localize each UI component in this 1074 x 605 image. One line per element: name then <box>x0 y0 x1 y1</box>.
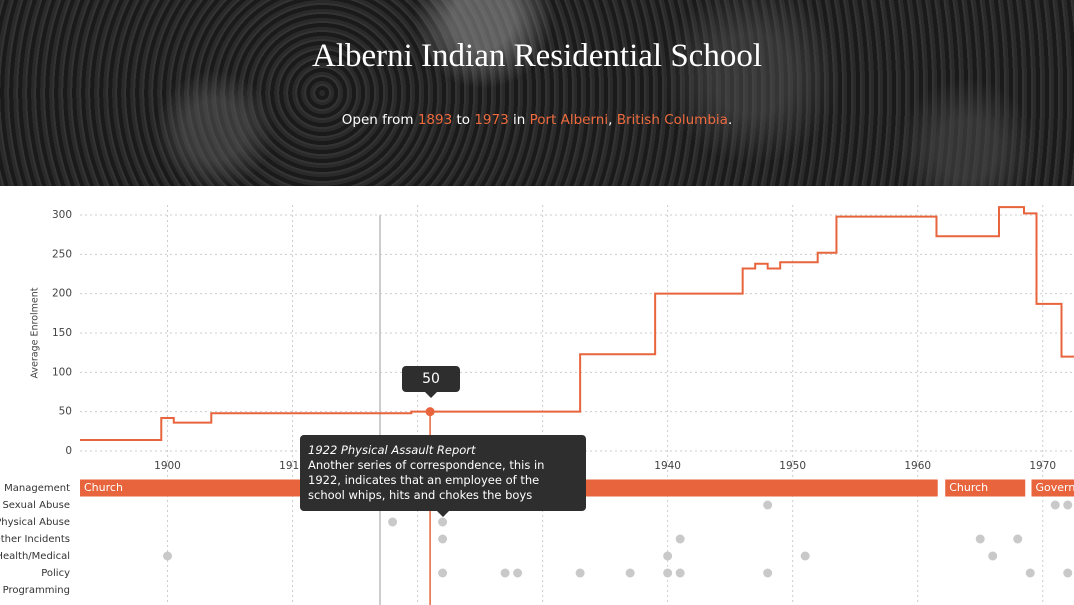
event-dot <box>800 551 810 561</box>
bar-label: Government <box>1035 481 1074 494</box>
subtitle-part: Open from <box>341 112 418 128</box>
annotation-text: Another series of correspondence, this i… <box>308 458 545 502</box>
event-dot <box>1050 500 1060 510</box>
event-dot <box>988 551 998 561</box>
y-tick-label: 100 <box>52 366 72 378</box>
event-dot <box>575 568 585 578</box>
subtitle-part: , <box>608 112 617 128</box>
row-label: Sexual Abuse <box>2 500 70 511</box>
y-axis-label: Average Enrolment <box>30 287 41 378</box>
subtitle-part: 1893 <box>417 112 453 128</box>
event-dot <box>975 534 985 544</box>
subtitle-part: 1973 <box>474 112 509 128</box>
event-dot <box>438 568 448 578</box>
event-dot <box>1013 534 1023 544</box>
row-label: Other Incidents <box>0 534 70 545</box>
event-dot <box>513 568 523 578</box>
subtitle-part: British Columbia <box>616 112 728 128</box>
bar-label: Church <box>84 481 123 494</box>
marker <box>425 407 435 417</box>
event-dot <box>625 568 635 578</box>
row-label: Management <box>4 483 70 494</box>
y-tick-label: 200 <box>52 288 72 300</box>
page-title: Alberni Indian Residential School <box>312 38 762 74</box>
subtitle-part: Port Alberni <box>529 112 609 128</box>
event-dot <box>675 534 685 544</box>
hero: Alberni Indian Residential School Open f… <box>0 0 1074 186</box>
value-tooltip: 50 <box>402 366 460 398</box>
enrolment-line <box>80 206 1074 441</box>
y-tick-label: 300 <box>52 209 72 221</box>
event-dot <box>663 551 673 561</box>
annotation-title: 1922 Physical Assault Report <box>308 443 476 457</box>
event-dot <box>438 534 448 544</box>
row-label: Health/Medical <box>0 551 70 562</box>
y-tick-label: 150 <box>52 327 72 339</box>
event-dot <box>1063 500 1073 510</box>
y-tick-label: 50 <box>59 406 72 418</box>
management-bar <box>945 479 1026 497</box>
row-label: Policy <box>41 568 70 579</box>
subtitle-part: to <box>452 112 475 128</box>
subtitle-part: in <box>508 112 530 128</box>
event-dot <box>763 568 773 578</box>
row-label: Physical Abuse <box>0 517 70 528</box>
event-dot <box>388 517 398 527</box>
bar-label: Church <box>949 481 988 494</box>
annotation-tooltip: 1922 Physical Assault Report Another ser… <box>300 435 586 517</box>
event-dot <box>1025 568 1035 578</box>
y-tick-label: 0 <box>65 445 72 457</box>
subtitle-part: . <box>727 112 733 128</box>
y-tick-label: 250 <box>52 248 72 260</box>
event-dot <box>1063 568 1073 578</box>
management-bar <box>1031 479 1074 497</box>
event-dot <box>163 551 173 561</box>
event-dot <box>663 568 673 578</box>
event-dot <box>500 568 510 578</box>
event-dot <box>438 517 448 527</box>
event-dot <box>675 568 685 578</box>
subtitle: Open from 1893 to 1973 in Port Alberni, … <box>0 112 1074 128</box>
event-dot <box>763 500 773 510</box>
row-label: Programming <box>3 585 70 596</box>
